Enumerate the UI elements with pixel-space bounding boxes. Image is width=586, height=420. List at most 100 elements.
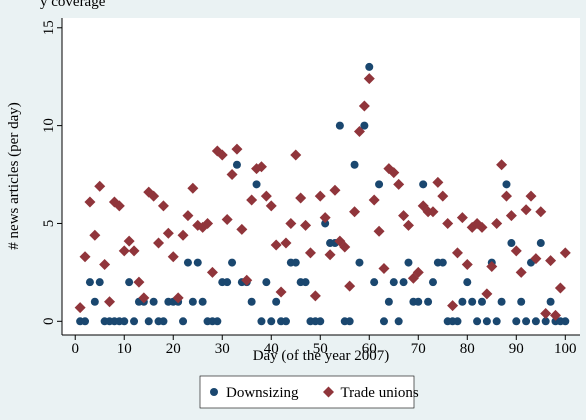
- legend-marker: [210, 388, 218, 396]
- point: [187, 182, 199, 194]
- point: [477, 297, 486, 306]
- point: [379, 317, 388, 326]
- x-tick-label: 100: [554, 341, 577, 357]
- point: [246, 194, 258, 206]
- x-axis-label: Day (of the year 2007): [253, 348, 390, 364]
- point: [520, 204, 532, 216]
- point: [301, 278, 310, 287]
- point: [262, 278, 271, 287]
- point: [223, 278, 232, 287]
- point: [546, 297, 555, 306]
- x-tick-label: 70: [411, 341, 426, 357]
- x-tick-label: 80: [460, 341, 475, 357]
- point: [481, 288, 493, 300]
- point: [404, 258, 413, 267]
- point: [360, 121, 369, 130]
- point: [492, 317, 501, 326]
- x-tick-label: 20: [166, 341, 181, 357]
- point: [81, 317, 90, 326]
- point: [138, 292, 150, 304]
- point: [402, 219, 414, 231]
- point: [442, 217, 454, 229]
- point: [290, 149, 302, 161]
- point: [512, 317, 521, 326]
- point: [319, 212, 331, 224]
- point: [281, 317, 290, 326]
- point: [275, 286, 287, 298]
- point: [162, 227, 174, 239]
- point: [517, 297, 526, 306]
- point: [316, 317, 325, 326]
- point: [451, 247, 463, 259]
- point: [355, 258, 364, 267]
- point: [438, 258, 447, 267]
- point: [424, 297, 433, 306]
- point: [74, 302, 86, 314]
- legend-label: Downsizing: [226, 385, 299, 401]
- point: [247, 297, 256, 306]
- point: [202, 217, 214, 229]
- point: [329, 184, 341, 196]
- point: [522, 317, 531, 326]
- point: [84, 196, 96, 208]
- point: [353, 125, 365, 137]
- point: [89, 229, 101, 241]
- point: [255, 161, 267, 173]
- point: [375, 180, 384, 189]
- point: [384, 297, 393, 306]
- point: [267, 317, 276, 326]
- point: [95, 278, 104, 287]
- point: [128, 245, 140, 257]
- point: [295, 192, 307, 204]
- point: [554, 282, 566, 294]
- point: [232, 160, 241, 169]
- point: [177, 229, 189, 241]
- point: [497, 297, 506, 306]
- point: [412, 266, 424, 278]
- point: [363, 73, 375, 85]
- point: [236, 223, 248, 235]
- point: [349, 206, 361, 218]
- point: [530, 253, 542, 265]
- point: [496, 159, 508, 171]
- point: [545, 255, 557, 267]
- point: [90, 297, 99, 306]
- point: [344, 280, 356, 292]
- chart-title: y coverage: [40, 0, 106, 10]
- point: [437, 190, 449, 202]
- point: [525, 190, 537, 202]
- point: [414, 297, 423, 306]
- point: [388, 167, 400, 179]
- point: [167, 251, 179, 263]
- point: [463, 278, 472, 287]
- point: [559, 247, 571, 259]
- legend: [199, 375, 415, 409]
- point: [157, 200, 169, 212]
- point: [270, 239, 282, 251]
- point: [561, 317, 570, 326]
- point: [453, 317, 462, 326]
- point: [486, 261, 498, 273]
- point: [148, 190, 160, 202]
- point: [461, 259, 473, 271]
- point: [309, 290, 321, 302]
- point: [531, 317, 540, 326]
- point: [432, 176, 444, 188]
- point: [370, 278, 379, 287]
- x-tick-label: 90: [509, 341, 524, 357]
- x-tick-label: 10: [117, 341, 132, 357]
- point: [394, 317, 403, 326]
- point: [216, 149, 228, 161]
- legend-marker: [323, 386, 334, 398]
- point: [94, 180, 106, 192]
- point: [285, 217, 297, 229]
- point: [120, 317, 129, 326]
- point: [104, 296, 116, 308]
- point: [79, 251, 91, 263]
- point: [321, 219, 330, 228]
- point: [468, 297, 477, 306]
- point: [193, 258, 202, 267]
- point: [130, 317, 139, 326]
- y-tick-label: 0: [41, 318, 57, 326]
